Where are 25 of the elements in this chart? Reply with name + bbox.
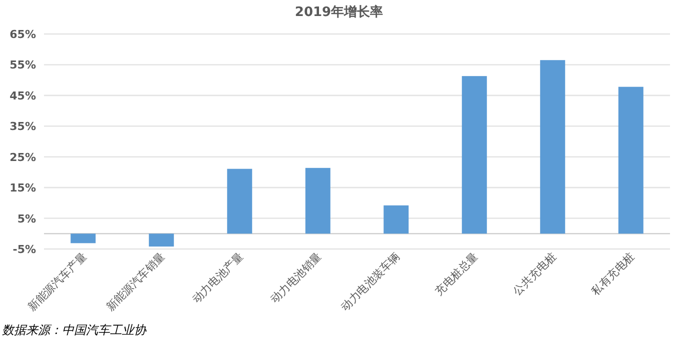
bar [305, 168, 330, 234]
x-tick-label: 私有充电桩 [588, 250, 637, 298]
x-tick-label: 公共充电桩 [510, 250, 559, 298]
bar [148, 234, 174, 247]
bar [70, 234, 96, 244]
y-tick-label: 15% [10, 182, 36, 195]
chart-title: 2019年增长率 [294, 4, 384, 20]
bar [384, 205, 409, 234]
x-tick-label: 充电桩总量 [432, 250, 480, 298]
y-tick-label: 55% [10, 58, 36, 72]
x-tick-label: 动力电池销量 [268, 250, 324, 306]
x-tick-label: 动力电池产量 [190, 250, 246, 306]
y-tick-label: 65% [10, 28, 36, 41]
y-tick-label: 35% [10, 120, 36, 134]
x-tick-label: 动力电池装车辆 [338, 250, 402, 314]
x-tick-label: 新能源汽车销量 [104, 250, 168, 314]
source-note: 数据来源：中国汽车工业协 [2, 323, 147, 337]
y-tick-label: 25% [10, 150, 36, 164]
bar [618, 86, 644, 234]
y-tick-label: 45% [10, 89, 36, 102]
y-tick-label: 5% [17, 212, 36, 226]
y-tick-label: -5% [12, 243, 36, 256]
bar [462, 76, 487, 234]
bar [540, 60, 566, 234]
bar [227, 168, 252, 234]
